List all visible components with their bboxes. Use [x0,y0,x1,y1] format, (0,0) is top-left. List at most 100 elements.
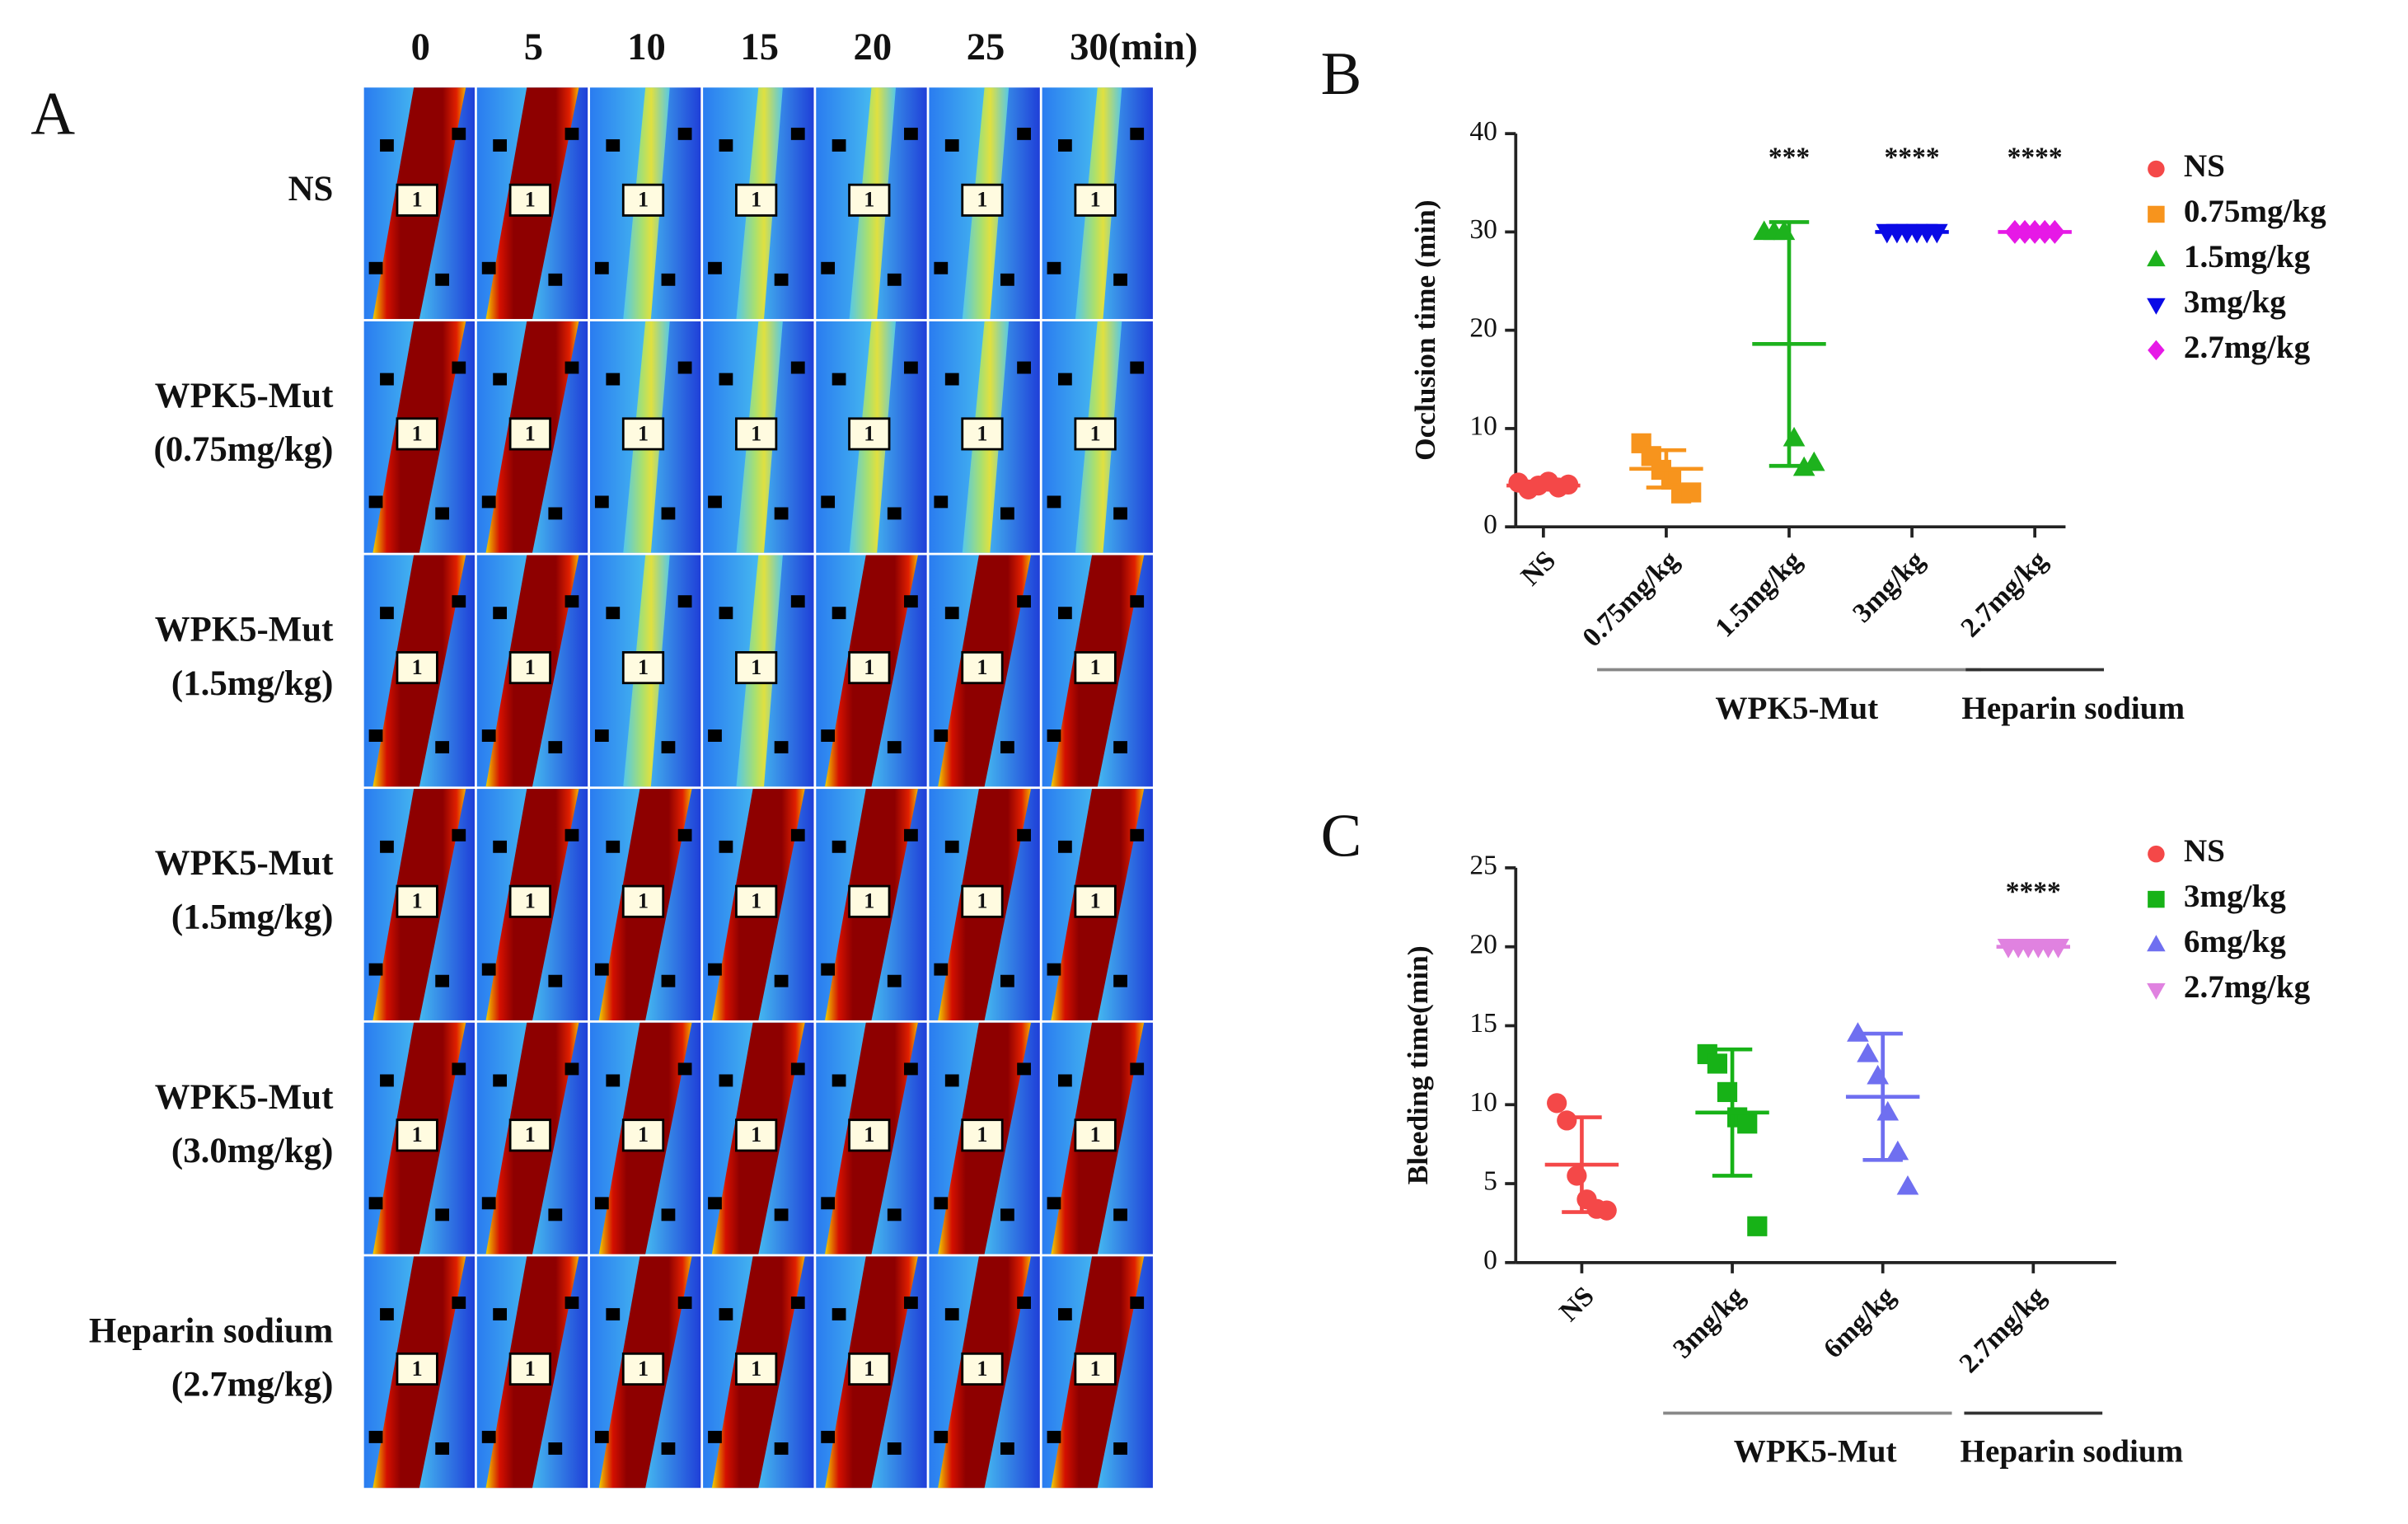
roi-corner [1113,974,1127,987]
roi-corner [661,507,676,520]
thermal-image: 1 [476,87,588,320]
roi-corner [1058,373,1072,386]
roi-label: 1 [977,421,987,445]
roi-label: 1 [977,889,987,913]
roi-corner [380,1308,394,1321]
roi-corner [1130,595,1145,608]
roi-label: 1 [864,889,874,913]
row-label: (3.0mg/kg) [171,1132,333,1170]
roi-corner [380,138,394,152]
roi-corner [435,1442,450,1455]
row-label: Heparin sodium [89,1312,333,1351]
thermal-image: 1 [363,789,476,1020]
x-tick-label: NS [1516,545,1562,591]
group-label: Heparin sodium [1961,1434,2184,1470]
thermal-image: 1 [929,789,1040,1020]
thermal-image: 1 [363,321,476,553]
roi-box [735,884,778,918]
roi-corner [708,495,722,509]
roi-box [961,417,1004,451]
legend-marker [2147,982,2166,1000]
roi-box [508,651,551,685]
roi-corner [435,974,450,987]
thermal-image: 1 [929,1256,1040,1489]
roi-corner [821,1197,836,1210]
thermal-image: 1 [816,1022,927,1254]
roi-corner [661,1442,676,1455]
roi-box [735,183,778,217]
roi-corner [594,261,609,274]
roi-corner [904,595,918,608]
roi-corner [887,974,902,987]
significance: **** [1885,143,1940,173]
y-tick-label: 25 [1469,851,1497,881]
roi-box [961,1118,1004,1152]
thermal-image: 1 [816,87,927,320]
significance: **** [2007,143,2063,173]
roi-box [848,1352,891,1386]
roi-label: 1 [412,889,423,913]
thermal-image: 1 [929,321,1040,553]
roi-corner [887,1442,902,1455]
roi-corner [1017,595,1031,608]
roi-corner [904,1297,918,1309]
thermal-image: 1 [703,1022,814,1254]
legend-marker [2147,935,2166,952]
y-tick-label: 10 [1469,1087,1497,1118]
roi-label: 1 [977,1357,987,1381]
legend-label: 6mg/kg [2184,924,2286,959]
roi-corner [1130,1062,1145,1076]
roi-label: 1 [864,421,874,445]
roi-corner [1047,261,1061,274]
roi-corner [708,1430,722,1443]
legend-marker [2148,890,2165,908]
point [1737,1114,1758,1134]
point [1717,1081,1738,1103]
roi-corner [774,273,789,286]
roi-corner [1058,1308,1072,1321]
roi-box [1074,417,1117,451]
roi-corner [481,1197,496,1210]
roi-corner [493,1308,507,1321]
roi-label: 1 [1090,889,1101,913]
time-label: 5 [524,26,543,68]
roi-box [396,651,438,685]
roi-corner [565,361,579,374]
roi-label: 1 [864,1357,874,1381]
thermal-image: 1 [589,87,701,320]
roi-box [735,1118,778,1152]
roi-corner [368,1197,383,1210]
roi-corner [904,828,918,842]
roi-corner [565,828,579,842]
roi-corner [368,963,383,976]
roi-corner [594,729,609,742]
roi-corner [719,138,733,152]
roi-label: 1 [525,655,536,679]
roi-corner [1000,974,1014,987]
thermal-image: 1 [816,1256,927,1489]
row-label: (0.75mg/kg) [154,430,334,469]
roi-label: 1 [751,421,761,445]
roi-corner [1113,741,1127,754]
roi-corner [493,373,507,386]
roi-label: 1 [638,1123,649,1147]
roi-corner [934,963,949,976]
roi-corner [452,1062,466,1076]
roi-label: 1 [977,188,987,212]
roi-corner [934,1197,949,1210]
roi-corner [661,1208,676,1222]
y-axis-label: Bleeding time(min) [1401,945,1434,1184]
roi-corner [677,1062,692,1076]
x-tick-label: 0.75mg/kg [1576,545,1684,653]
roi-corner [606,1074,621,1087]
roi-corner [887,507,902,520]
roi-corner [481,495,496,509]
roi-corner [1000,507,1014,520]
thermal-image: 1 [816,789,927,1020]
group-label: Heparin sodium [1961,691,2185,726]
roi-box [848,1118,891,1152]
time-label: 25 [967,26,1005,68]
legend-marker [2148,160,2165,178]
thermal-image: 1 [816,555,927,787]
row-label: WPK5-Mut [155,377,334,415]
